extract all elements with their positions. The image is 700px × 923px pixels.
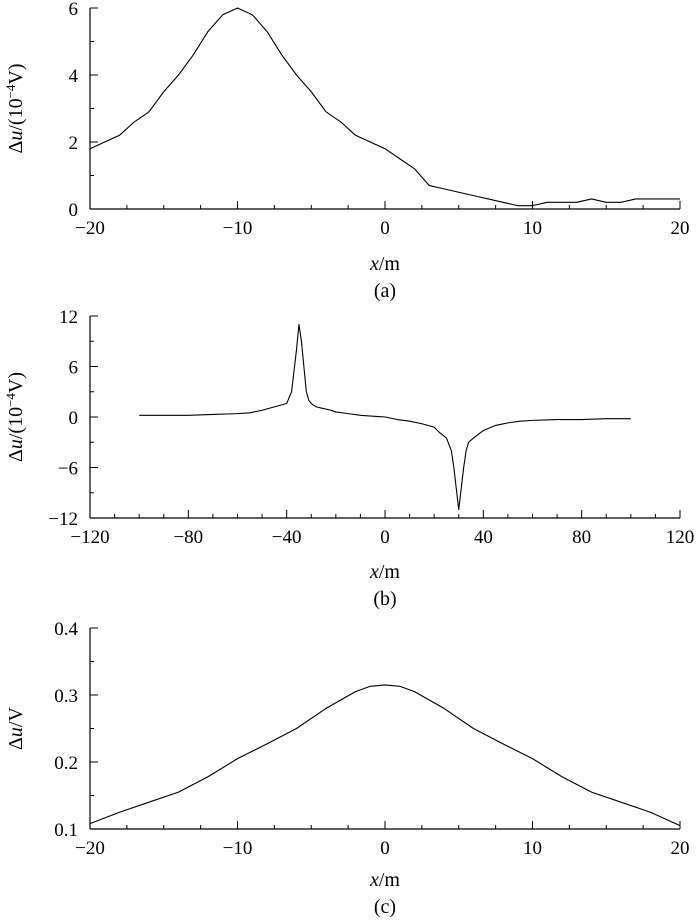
chart-0-panel-label: (a) [374,280,396,302]
chart-1-x-tick-label: −120 [70,527,109,548]
chart-1-x-tick-label: −80 [173,527,203,548]
chart-2-series-line [89,684,681,827]
chart-0-x-tick-label: 20 [671,218,690,239]
chart-2-y-tick-label: 0.2 [54,753,78,774]
chart-1-x-axis-title: x/m [369,561,400,583]
chart-0-x-tick-label: −20 [75,218,105,239]
chart-1-y-tick-label: 0 [69,408,79,429]
chart-2: −20 −10 0 10 20 0.1 0.2 0.3 0.4 x/m Δu/V (c) [5,619,690,918]
chart-0-x-tick-label: 0 [380,218,390,239]
chart-0-y-tick-label: 4 [69,66,79,87]
chart-0-x-tick-label: 10 [523,218,542,239]
chart-1-y-axis-title: Δu/(10−4V) [3,372,27,462]
chart-2-y-tick-label: 0.3 [54,686,78,707]
chart-2-x-tick-label: −10 [223,838,253,859]
chart-1-x-tick-label: 120 [666,527,695,548]
chart-0-x-axis-title: x/m [369,253,400,275]
chart-2-x-axis-title: x/m [369,869,400,891]
chart-1-y-tick-label: 12 [59,307,78,328]
chart-2-x-tick-label: 0 [380,838,390,859]
chart-2-y-tick-label: 0.1 [54,820,78,841]
chart-0-y-tick-label: 0 [69,200,79,221]
chart-0-y-tick-label: 2 [69,133,79,154]
chart-0: −20 −10 0 10 20 0 2 4 6 x/m Δu/(10−4V) (a) [3,0,690,302]
chart-1-y-tick-label: −12 [48,509,78,530]
chart-1-x-tick-label: −40 [272,527,302,548]
chart-1-x-tick-label: 40 [474,527,493,548]
chart-1: −120 −80 −40 0 40 80 120 −12 −6 0 6 12 x/m Δu/(10−4V)… [3,307,694,610]
chart-2-x-tick-label: −20 [75,838,105,859]
chart-1-y-tick-label: 6 [69,358,79,379]
chart-1-x-tick-label: 0 [380,527,390,548]
chart-1-x-tick-label: 80 [572,527,591,548]
chart-1-series-line [139,323,631,511]
chart-0-series-line [89,7,680,207]
chart-2-y-tick-label: 0.4 [54,619,78,640]
chart-1-panel-label: (b) [373,588,396,610]
chart-2-y-axis-title: Δu/V [5,707,27,750]
chart-2-panel-label: (c) [374,896,396,918]
chart-0-y-tick-label: 6 [69,0,79,20]
chart-2-x-tick-label: 20 [671,838,690,859]
chart-0-x-tick-label: −10 [223,218,253,239]
chart-0-y-axis-title: Δu/(10−4V) [3,63,27,153]
chart-1-y-tick-label: −6 [58,459,78,480]
chart-2-x-tick-label: 10 [523,838,542,859]
